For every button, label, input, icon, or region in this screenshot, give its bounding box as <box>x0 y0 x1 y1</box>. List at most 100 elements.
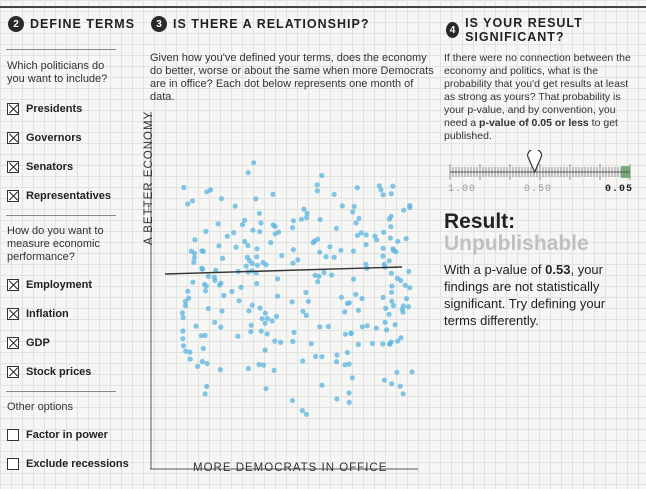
checkbox-label: Stock prices <box>26 366 92 378</box>
data-dot <box>272 338 278 344</box>
checkbox-stock-prices[interactable]: Stock prices <box>7 366 91 378</box>
checkbox-box[interactable] <box>7 103 19 115</box>
data-dot <box>300 358 306 364</box>
data-dot <box>199 265 205 271</box>
data-dot <box>380 294 386 300</box>
data-dot <box>229 288 235 295</box>
data-dot <box>203 283 209 289</box>
checkbox-box[interactable] <box>7 458 19 470</box>
data-dot <box>254 280 260 287</box>
data-dot <box>323 254 329 260</box>
data-dot <box>351 276 357 282</box>
checkbox-box[interactable] <box>7 161 19 173</box>
data-dot <box>344 349 350 356</box>
checkbox-label: Governors <box>26 132 82 144</box>
data-dot <box>271 367 277 373</box>
data-dot <box>388 270 394 276</box>
data-dot <box>407 285 413 291</box>
data-dot <box>244 254 250 260</box>
data-dot <box>394 369 400 375</box>
checkbox-box[interactable] <box>7 366 19 378</box>
data-dot <box>245 170 251 176</box>
data-dot <box>305 298 311 304</box>
p-value-slider[interactable] <box>448 150 634 200</box>
data-dot <box>355 307 361 313</box>
step-number-badge: 2 <box>8 16 24 32</box>
data-dot <box>325 323 331 330</box>
data-dot <box>363 261 369 267</box>
intro-text: If there were no connection between the … <box>444 52 631 129</box>
data-dot <box>272 223 278 229</box>
data-dot <box>380 253 386 259</box>
checkbox-employment[interactable]: Employment <box>7 279 92 291</box>
data-dot <box>303 411 309 417</box>
data-dot <box>319 354 325 360</box>
data-dot <box>386 258 392 264</box>
data-dot <box>273 313 280 319</box>
checkbox-senators[interactable]: Senators <box>7 161 73 173</box>
checkbox-box[interactable] <box>7 429 19 441</box>
data-dot <box>290 338 296 344</box>
checkbox-box[interactable] <box>7 337 19 349</box>
data-dot <box>317 249 323 255</box>
data-dot <box>333 225 339 231</box>
data-dot <box>356 215 362 221</box>
data-dot <box>185 288 191 294</box>
checkbox-box[interactable] <box>7 190 19 202</box>
data-dot <box>187 349 193 355</box>
data-dot <box>193 323 199 329</box>
data-dot <box>264 331 270 337</box>
checkbox-box[interactable] <box>7 132 19 144</box>
top-rule <box>0 6 646 8</box>
data-dot <box>243 263 249 269</box>
checkbox-representatives[interactable]: Representatives <box>7 190 111 202</box>
data-dot <box>233 244 239 250</box>
data-dot <box>348 330 354 336</box>
data-dot <box>249 302 255 308</box>
data-dot <box>380 192 386 198</box>
data-dot <box>236 298 242 304</box>
result-description: With a p-value of 0.53, your findings ar… <box>444 261 640 329</box>
checkbox-exclude-recessions[interactable]: Exclude recessions <box>7 458 129 470</box>
data-dot <box>351 203 357 209</box>
data-dot <box>381 229 387 235</box>
data-dot <box>380 245 386 251</box>
data-dot <box>215 221 221 227</box>
intro-text-end: to get published. <box>444 117 618 142</box>
data-dot <box>304 210 310 216</box>
economic-question: How do you want to measure economic perf… <box>7 225 104 263</box>
data-dot <box>275 293 281 299</box>
checkbox-factor-in-power[interactable]: Factor in power <box>7 429 108 441</box>
checkbox-presidents[interactable]: Presidents <box>7 103 82 115</box>
data-dot <box>195 363 201 369</box>
slider-handle[interactable] <box>526 150 543 174</box>
data-dot <box>200 248 206 254</box>
up-arrow-icon: ↑ <box>146 202 152 214</box>
data-dot <box>262 310 268 316</box>
checkbox-label: Presidents <box>26 103 83 115</box>
data-dot <box>250 227 256 233</box>
data-dot <box>390 303 396 309</box>
data-dot <box>191 250 198 256</box>
data-dot <box>380 341 386 347</box>
data-dot <box>327 244 333 250</box>
data-dot <box>232 203 238 209</box>
section-title: IS THERE A RELATIONSHIP? <box>173 17 370 31</box>
regression-line <box>164 266 403 275</box>
data-dot <box>400 391 406 397</box>
checkbox-governors[interactable]: Governors <box>7 132 82 144</box>
section-title: IS YOUR RESULT SIGNIFICANT? <box>465 16 583 44</box>
data-dot <box>331 254 337 260</box>
data-dot <box>381 377 387 383</box>
data-dot <box>257 305 263 311</box>
data-dot <box>290 218 296 224</box>
checkbox-gdp[interactable]: GDP <box>7 337 50 349</box>
checkbox-box[interactable] <box>7 279 19 291</box>
checkbox-box[interactable] <box>7 308 19 320</box>
slider-label-mid: 0.50 <box>524 184 553 195</box>
checkbox-inflation[interactable]: Inflation <box>7 308 69 320</box>
result-p-value: 0.53 <box>545 262 571 277</box>
data-dot <box>231 230 237 236</box>
data-dot <box>245 365 251 372</box>
section-significance-header: 4 IS YOUR RESULT SIGNIFICANT? <box>446 16 646 44</box>
